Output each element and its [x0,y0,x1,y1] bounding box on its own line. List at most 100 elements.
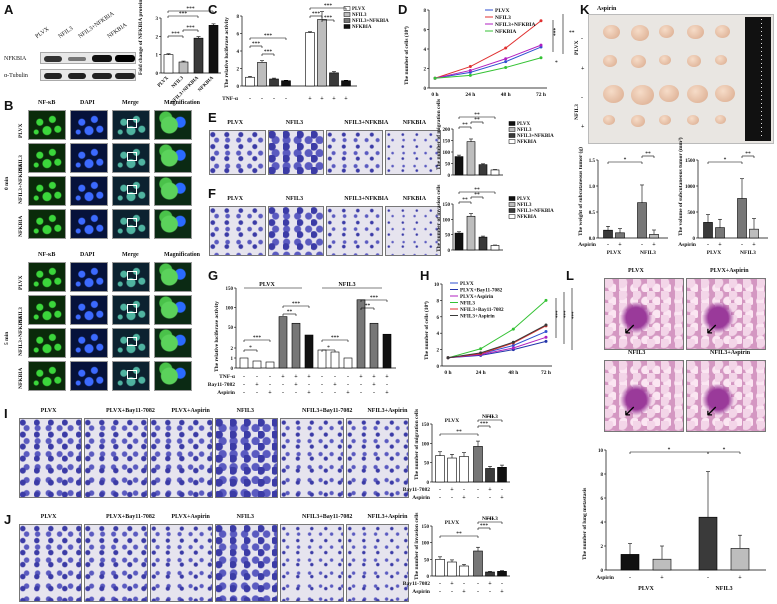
bar [478,164,488,176]
panel-label-d: D [398,2,408,17]
tumor-specimen [631,115,645,127]
group-label: NFIL3 [482,516,498,522]
sig-label: *** [553,28,559,37]
tumor-specimen [687,55,701,67]
group-label: PLVX [707,250,721,256]
panel-label-k: K [580,2,590,17]
y-tick-label: 6 [601,497,604,502]
tumor-specimen [715,85,735,102]
condition-sign: - [282,390,284,396]
image-label: PLVX [227,196,244,202]
bar [497,571,507,577]
condition-sign: - [439,495,441,501]
histology-label: PLVX+Aspirin [710,268,749,274]
y-tick-label: 100 [226,307,234,312]
data-point [504,57,508,61]
zoom-box [127,370,137,379]
condition-sign: + [268,390,272,396]
fluorescence-image [154,328,192,358]
condition-sign: - [347,382,349,388]
tumor-specimen [603,55,617,67]
group-label: NFIL3 [715,586,732,592]
condition-sign: + [346,390,350,396]
y-tick-label: 1000 [685,185,696,190]
group-label: NFIL3 [740,250,756,256]
data-point [544,323,548,327]
histology-image: ↙ [604,360,684,432]
series-line [434,57,542,79]
bar [447,561,457,577]
sig-label: *** [186,6,195,12]
condition-sign: - [477,495,479,501]
legend-label: PLVX [352,7,366,12]
fluorescence-image [28,143,66,173]
condition-sign: - [334,390,336,396]
data-point [544,298,548,302]
k-row-label: PLVX [574,40,580,55]
data-point [511,346,515,350]
bar [730,548,750,571]
tnf-label: TNF-α [222,96,239,102]
d-ylabel: The number of cells (10⁴) [404,26,410,85]
y-tick-label: 50 [445,163,451,168]
data-point [511,327,515,331]
fluo-row-label: PLVX [18,123,24,138]
condition-sign: + [462,495,466,501]
legend-label: NFIL3 [460,301,475,307]
condition-sign: - [439,487,441,493]
y-tick-label: 2 [231,347,234,352]
tumor-specimen [687,85,708,104]
tumor-specimen [631,85,654,105]
fluorescence-image [154,295,192,325]
bar [473,446,483,483]
bar [454,156,464,176]
fluorescence-image [112,262,150,292]
y-tick-label: 2 [237,68,240,73]
bar [329,72,339,87]
tumor-specimen [631,25,649,41]
sig-label: *** [324,15,333,21]
aspirin-sign: - [741,242,743,248]
fluorescence-image [154,143,192,173]
tumor-specimen [603,85,624,104]
blot-row-label: NFKBIA [4,56,27,62]
sig-label: *** [486,415,495,421]
aspirin-sign: + [618,242,622,248]
fluorescence-image [154,176,192,206]
chart-j: 050100150PLVXNFIL3********Bay11-7082Aspi… [403,516,510,595]
bar [317,349,327,369]
blot-band-row-tubulin [40,69,136,81]
aspirin-label: Aspirin [596,575,614,581]
condition-sign: + [488,581,492,587]
condition-sign: + [255,382,259,388]
panel-label-g: G [208,268,219,283]
condition-sign: + [450,487,454,493]
sig-label: ** [474,112,480,118]
y-tick-label: 0 [424,87,427,92]
fluorescence-image [112,176,150,206]
transwell-image [326,130,383,175]
x-tick-label: 72 h [536,92,546,98]
image-label: NFIL3+Bay11-7082 [302,514,353,520]
panel-label-l: L [566,268,574,283]
x-tick-label: 0 h [444,370,451,376]
condition-label: Aspirin [412,589,430,595]
bar [341,80,351,87]
aspirin-sign: - [629,575,631,581]
y-tick-label: 0.5 [589,211,596,216]
data-point [544,330,548,334]
aspirin-label: Aspirin [578,242,596,248]
panel-label-f: F [208,186,216,201]
series-line [434,20,542,79]
data-point [468,65,472,69]
condition-sign: - [321,374,323,380]
transwell-image [84,524,148,602]
tnf-sign: + [344,96,348,102]
aspirin-sign: + [652,242,656,248]
y-tick-label: 2 [424,68,427,73]
condition-sign: - [477,487,479,493]
sig-label: * [555,60,558,66]
condition-sign: - [321,390,323,396]
